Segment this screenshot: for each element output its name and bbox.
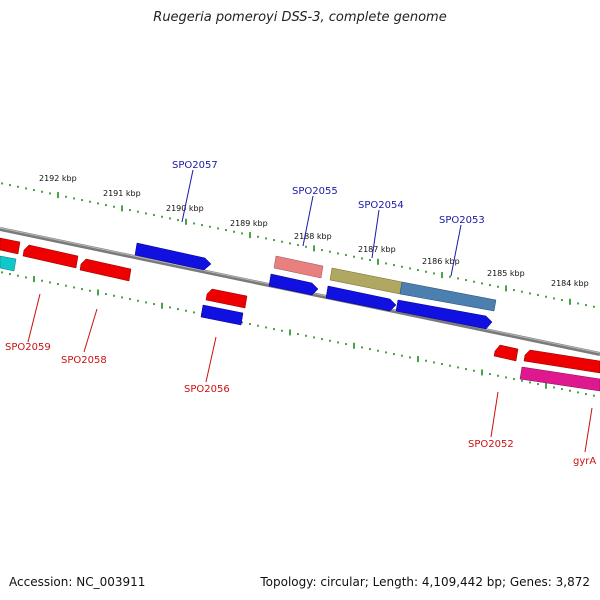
gene-cyan-edge[interactable] bbox=[0, 255, 17, 272]
gene-spo2057[interactable] bbox=[134, 242, 212, 271]
label-spo2057: SPO2057 bbox=[172, 160, 218, 171]
label-spo2053: SPO2053 bbox=[439, 215, 485, 226]
kbp-label-2191: 2191 kbp bbox=[103, 189, 141, 198]
gene-spo2052[interactable] bbox=[493, 344, 519, 362]
connector-spo2058 bbox=[83, 308, 98, 353]
gene-spo2053-steel[interactable] bbox=[399, 281, 497, 312]
kbp-label-2189: 2189 kbp bbox=[230, 219, 268, 228]
gene-magenta[interactable] bbox=[519, 366, 600, 392]
label-spo2052: SPO2052 bbox=[468, 439, 514, 450]
connector-spo2056 bbox=[205, 336, 217, 383]
connector-spo2057 bbox=[181, 169, 194, 223]
gene-spo2058[interactable] bbox=[79, 258, 132, 282]
label-spo2055: SPO2055 bbox=[292, 186, 338, 197]
connector-spo2054 bbox=[371, 209, 380, 259]
gene-spo2054-blue[interactable] bbox=[325, 285, 397, 312]
gene-spo2053-blue[interactable] bbox=[395, 299, 493, 330]
label-spo2058: SPO2058 bbox=[61, 355, 107, 366]
connector-gyra bbox=[584, 407, 593, 453]
gene-gyra-red[interactable] bbox=[523, 349, 600, 374]
label-gyra: gyrA bbox=[573, 456, 596, 467]
gene-spo2055-pink[interactable] bbox=[273, 255, 324, 279]
kbp-label-2184: 2184 kbp bbox=[551, 279, 589, 288]
scale-ticks-upper bbox=[1, 182, 595, 308]
kbp-label-2188: 2188 kbp bbox=[294, 232, 332, 241]
kbp-label-2192: 2192 kbp bbox=[39, 174, 77, 183]
gene-spo2055-blue[interactable] bbox=[268, 273, 319, 296]
label-spo2054: SPO2054 bbox=[358, 200, 404, 211]
accession-text: Accession: NC_003911 bbox=[9, 575, 146, 589]
map-title: Ruegeria pomeroyi DSS-3, complete genome bbox=[153, 10, 447, 25]
genome-summary-text: Topology: circular; Length: 4,109,442 bp… bbox=[260, 575, 590, 589]
connector-spo2053 bbox=[450, 224, 462, 277]
kbp-label-2186: 2186 kbp bbox=[422, 257, 460, 266]
gene-red-edge[interactable] bbox=[0, 237, 21, 255]
connector-spo2059 bbox=[27, 293, 41, 343]
gene-spo2056-blue[interactable] bbox=[200, 304, 244, 326]
label-spo2059: SPO2059 bbox=[5, 342, 51, 353]
gene-spo2056-red[interactable] bbox=[205, 288, 248, 309]
kbp-label-2185: 2185 kbp bbox=[487, 269, 525, 278]
connector-spo2055 bbox=[302, 195, 314, 247]
kbp-label-2187: 2187 kbp bbox=[358, 245, 396, 254]
connector-spo2052 bbox=[490, 391, 499, 438]
gene-spo2059[interactable] bbox=[22, 244, 79, 269]
label-spo2056: SPO2056 bbox=[184, 384, 230, 395]
